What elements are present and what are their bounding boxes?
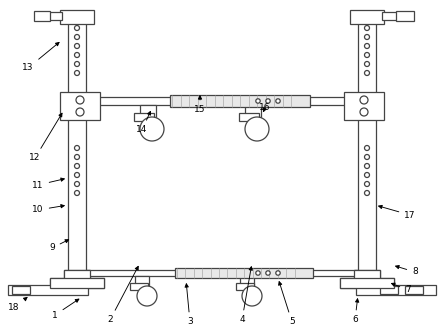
- Circle shape: [256, 99, 260, 103]
- Text: 7: 7: [392, 283, 411, 294]
- Bar: [340, 278, 394, 288]
- Bar: [64, 270, 90, 280]
- Circle shape: [76, 96, 84, 104]
- Circle shape: [75, 155, 79, 160]
- Text: 16: 16: [259, 104, 271, 113]
- Text: 13: 13: [22, 42, 59, 73]
- Circle shape: [365, 26, 369, 31]
- Text: 17: 17: [379, 205, 416, 219]
- Bar: [50, 278, 104, 288]
- Bar: [60, 10, 94, 24]
- Circle shape: [75, 181, 79, 186]
- Bar: [350, 10, 384, 24]
- Bar: [68, 15, 86, 275]
- Circle shape: [365, 181, 369, 186]
- Bar: [8, 285, 88, 295]
- Bar: [236, 283, 254, 290]
- Text: 4: 4: [239, 267, 252, 324]
- Bar: [356, 285, 436, 295]
- Bar: [48, 12, 62, 20]
- Circle shape: [365, 35, 369, 40]
- Text: 1: 1: [52, 299, 79, 319]
- Bar: [405, 286, 423, 294]
- Text: 18: 18: [8, 297, 27, 312]
- Bar: [50, 278, 104, 288]
- Circle shape: [75, 26, 79, 31]
- Text: 9: 9: [49, 240, 69, 252]
- Circle shape: [75, 146, 79, 151]
- Circle shape: [276, 99, 280, 103]
- Circle shape: [75, 164, 79, 168]
- Text: 14: 14: [136, 112, 151, 135]
- Bar: [396, 11, 414, 21]
- Circle shape: [276, 271, 280, 275]
- Bar: [130, 283, 148, 290]
- Bar: [382, 12, 398, 20]
- Text: 5: 5: [278, 282, 295, 326]
- Bar: [245, 105, 261, 117]
- Text: 8: 8: [396, 265, 418, 276]
- Bar: [86, 97, 358, 105]
- Circle shape: [266, 271, 270, 275]
- Bar: [175, 268, 313, 278]
- Circle shape: [75, 62, 79, 67]
- Bar: [135, 276, 149, 286]
- Circle shape: [365, 62, 369, 67]
- Text: 2: 2: [107, 266, 138, 324]
- Circle shape: [365, 71, 369, 76]
- Circle shape: [365, 53, 369, 58]
- Bar: [239, 113, 259, 121]
- Bar: [134, 113, 154, 121]
- Circle shape: [75, 172, 79, 177]
- Text: 10: 10: [32, 204, 64, 214]
- Circle shape: [242, 286, 262, 306]
- Bar: [140, 105, 156, 117]
- Bar: [380, 286, 398, 294]
- Circle shape: [140, 117, 164, 141]
- Circle shape: [75, 71, 79, 76]
- Circle shape: [245, 117, 269, 141]
- Bar: [240, 276, 254, 286]
- Circle shape: [75, 35, 79, 40]
- Circle shape: [360, 108, 368, 116]
- Text: 11: 11: [32, 178, 64, 189]
- Circle shape: [365, 172, 369, 177]
- Circle shape: [360, 96, 368, 104]
- Text: 3: 3: [185, 284, 193, 326]
- Text: 15: 15: [194, 96, 206, 115]
- Circle shape: [256, 271, 260, 275]
- Bar: [354, 270, 380, 280]
- Bar: [86, 270, 358, 276]
- Bar: [170, 95, 310, 107]
- Bar: [340, 278, 394, 288]
- Circle shape: [365, 155, 369, 160]
- Bar: [358, 15, 376, 275]
- Circle shape: [365, 190, 369, 195]
- Text: 12: 12: [29, 113, 62, 163]
- Bar: [354, 270, 380, 280]
- Circle shape: [75, 44, 79, 49]
- Bar: [344, 92, 384, 120]
- Circle shape: [75, 53, 79, 58]
- Circle shape: [76, 108, 84, 116]
- Bar: [60, 92, 100, 120]
- Text: 6: 6: [352, 299, 359, 324]
- Bar: [12, 286, 30, 294]
- Circle shape: [75, 190, 79, 195]
- Bar: [34, 11, 50, 21]
- Circle shape: [365, 146, 369, 151]
- Circle shape: [266, 99, 270, 103]
- Circle shape: [365, 44, 369, 49]
- Circle shape: [137, 286, 157, 306]
- Circle shape: [365, 164, 369, 168]
- Bar: [64, 270, 90, 280]
